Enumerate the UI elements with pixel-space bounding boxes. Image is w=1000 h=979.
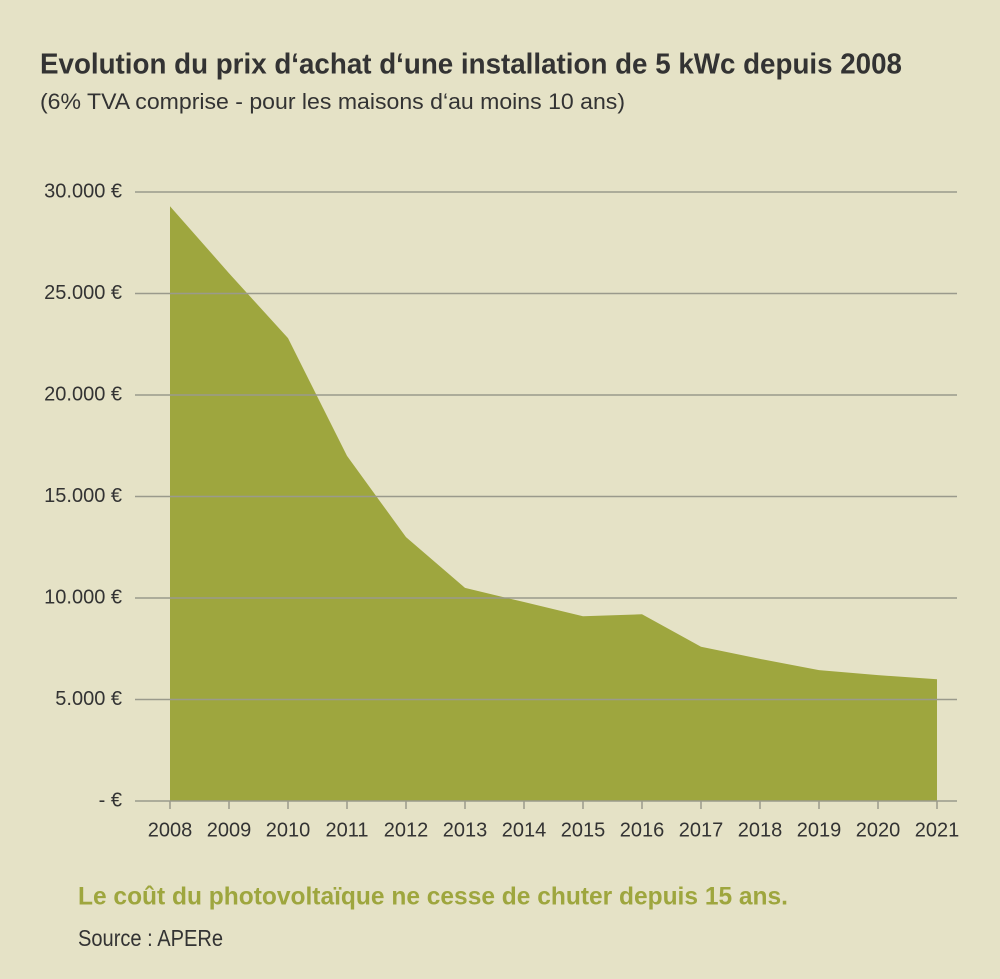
x-tick-label: 2017 (679, 819, 724, 841)
annotation: Le coût du photovoltaïque ne cesse de ch… (78, 883, 788, 911)
x-tick-label: 2013 (443, 819, 488, 841)
y-tick-label: 25.000 € (44, 282, 122, 304)
source: Source : APERe (78, 925, 223, 951)
x-tick-label: 2016 (620, 819, 665, 841)
y-tick-label: 5.000 € (55, 688, 122, 710)
x-tick-label: 2010 (266, 819, 311, 841)
x-tick-label: 2018 (738, 819, 783, 841)
x-tick-label: 2021 (915, 819, 960, 841)
x-tick-label: 2008 (148, 819, 193, 841)
x-tick-label: 2009 (207, 819, 252, 841)
chart-title: Evolution du prix d‘achat d‘une installa… (40, 49, 902, 81)
area (170, 206, 937, 801)
y-tick-label: 30.000 € (44, 180, 122, 202)
y-tick-label: 15.000 € (44, 485, 122, 507)
x-tick-label: 2019 (797, 819, 842, 841)
x-tick-label: 2015 (561, 819, 606, 841)
y-tick-label: 10.000 € (44, 586, 122, 608)
y-tick-label: - € (99, 789, 122, 811)
x-tick-label: 2014 (502, 819, 547, 841)
x-tick-label: 2020 (856, 819, 901, 841)
x-tick-label: 2011 (325, 819, 368, 841)
y-tick-label: 20.000 € (44, 383, 122, 405)
x-tick-label: 2012 (384, 819, 429, 841)
chart-subtitle: (6% TVA comprise - pour les maisons d‘au… (40, 89, 625, 114)
